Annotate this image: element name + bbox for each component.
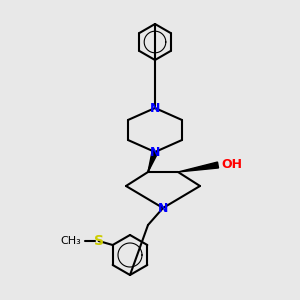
Text: S: S bbox=[94, 234, 104, 248]
Text: N: N bbox=[158, 202, 168, 214]
Text: OH: OH bbox=[221, 158, 242, 172]
Polygon shape bbox=[178, 162, 218, 172]
Text: CH₃: CH₃ bbox=[60, 236, 81, 246]
Text: N: N bbox=[150, 146, 160, 158]
Polygon shape bbox=[148, 151, 158, 172]
Text: N: N bbox=[150, 101, 160, 115]
